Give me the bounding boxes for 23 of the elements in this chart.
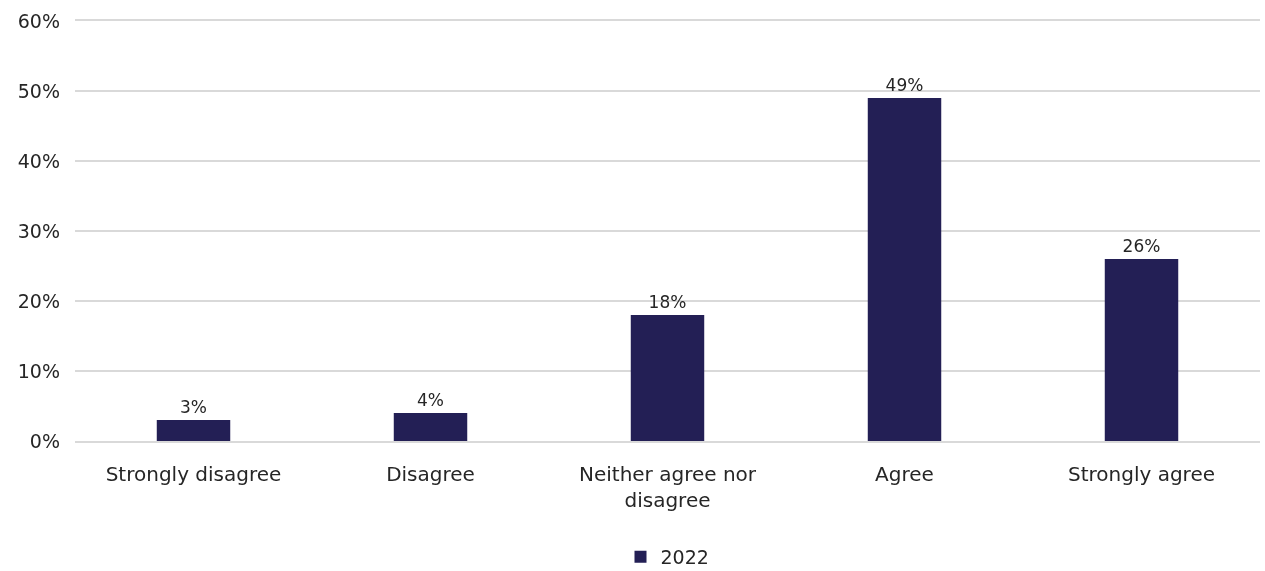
bar <box>867 98 942 441</box>
y-tick-label: 20% <box>17 289 60 312</box>
bar <box>1104 259 1179 441</box>
x-tick-label: Disagree <box>386 461 475 486</box>
data-label: 3% <box>180 397 207 417</box>
bar <box>156 420 231 441</box>
bar <box>393 413 468 441</box>
data-label: 49% <box>885 75 924 95</box>
y-tick-label: 40% <box>17 149 60 172</box>
data-label: 18% <box>648 292 687 312</box>
x-tick-label: Neither agree nor disagree <box>578 461 757 512</box>
y-tick-label: 10% <box>17 359 60 382</box>
x-tick-label: Agree <box>875 461 934 486</box>
x-tick-label: Strongly agree <box>1067 461 1216 486</box>
y-tick-label: 60% <box>17 9 60 32</box>
data-label: 4% <box>417 390 444 410</box>
y-tick-label: 0% <box>29 429 60 452</box>
legend-label: 2022 <box>660 546 709 569</box>
data-label: 26% <box>1122 236 1161 256</box>
x-tick-label: Strongly disagree <box>105 461 282 486</box>
y-tick-label: 30% <box>17 219 60 242</box>
bar <box>630 315 705 441</box>
y-tick-label: 50% <box>17 79 60 102</box>
